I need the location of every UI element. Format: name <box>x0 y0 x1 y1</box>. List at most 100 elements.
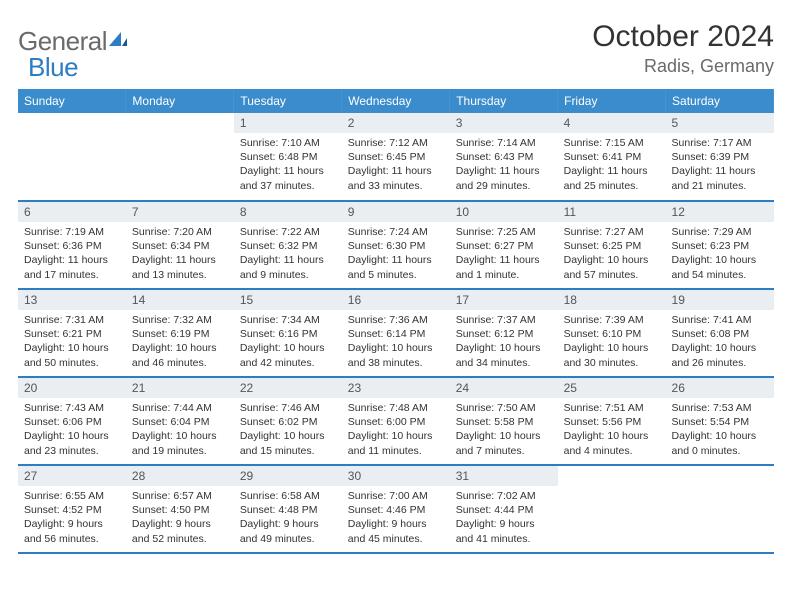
day-info: Sunrise: 7:39 AMSunset: 6:10 PMDaylight:… <box>558 310 666 375</box>
calendar-cell: 6Sunrise: 7:19 AMSunset: 6:36 PMDaylight… <box>18 201 126 289</box>
day-number: 5 <box>666 113 774 133</box>
weekday-header: Saturday <box>666 89 774 113</box>
sunrise-text: Sunrise: 7:15 AM <box>564 136 660 150</box>
calendar-cell: 18Sunrise: 7:39 AMSunset: 6:10 PMDayligh… <box>558 289 666 377</box>
day-info: Sunrise: 7:15 AMSunset: 6:41 PMDaylight:… <box>558 133 666 198</box>
day-info: Sunrise: 7:46 AMSunset: 6:02 PMDaylight:… <box>234 398 342 463</box>
day-number: 19 <box>666 290 774 310</box>
daylight-text: Daylight: 10 hours and 57 minutes. <box>564 253 660 281</box>
sunrise-text: Sunrise: 7:20 AM <box>132 225 228 239</box>
calendar-cell: 7Sunrise: 7:20 AMSunset: 6:34 PMDaylight… <box>126 201 234 289</box>
day-info: Sunrise: 7:43 AMSunset: 6:06 PMDaylight:… <box>18 398 126 463</box>
sunset-text: Sunset: 5:56 PM <box>564 415 660 429</box>
calendar-cell <box>126 113 234 201</box>
calendar-cell: 16Sunrise: 7:36 AMSunset: 6:14 PMDayligh… <box>342 289 450 377</box>
daylight-text: Daylight: 11 hours and 1 minute. <box>456 253 552 281</box>
sunrise-text: Sunrise: 7:44 AM <box>132 401 228 415</box>
daylight-text: Daylight: 10 hours and 26 minutes. <box>672 341 768 369</box>
daylight-text: Daylight: 11 hours and 25 minutes. <box>564 164 660 192</box>
sunrise-text: Sunrise: 7:12 AM <box>348 136 444 150</box>
daylight-text: Daylight: 11 hours and 17 minutes. <box>24 253 120 281</box>
sunrise-text: Sunrise: 7:24 AM <box>348 225 444 239</box>
weekday-header: Friday <box>558 89 666 113</box>
daylight-text: Daylight: 10 hours and 0 minutes. <box>672 429 768 457</box>
daylight-text: Daylight: 11 hours and 5 minutes. <box>348 253 444 281</box>
sunrise-text: Sunrise: 7:43 AM <box>24 401 120 415</box>
calendar-cell: 1Sunrise: 7:10 AMSunset: 6:48 PMDaylight… <box>234 113 342 201</box>
day-number: 31 <box>450 466 558 486</box>
day-info: Sunrise: 6:58 AMSunset: 4:48 PMDaylight:… <box>234 486 342 551</box>
sunset-text: Sunset: 6:21 PM <box>24 327 120 341</box>
daylight-text: Daylight: 10 hours and 15 minutes. <box>240 429 336 457</box>
daylight-text: Daylight: 9 hours and 56 minutes. <box>24 517 120 545</box>
day-number: 15 <box>234 290 342 310</box>
sunrise-text: Sunrise: 7:46 AM <box>240 401 336 415</box>
day-info: Sunrise: 7:14 AMSunset: 6:43 PMDaylight:… <box>450 133 558 198</box>
daylight-text: Daylight: 11 hours and 9 minutes. <box>240 253 336 281</box>
calendar-row: 20Sunrise: 7:43 AMSunset: 6:06 PMDayligh… <box>18 377 774 465</box>
daylight-text: Daylight: 10 hours and 46 minutes. <box>132 341 228 369</box>
calendar-cell: 23Sunrise: 7:48 AMSunset: 6:00 PMDayligh… <box>342 377 450 465</box>
calendar-cell: 21Sunrise: 7:44 AMSunset: 6:04 PMDayligh… <box>126 377 234 465</box>
day-info: Sunrise: 7:51 AMSunset: 5:56 PMDaylight:… <box>558 398 666 463</box>
daylight-text: Daylight: 10 hours and 54 minutes. <box>672 253 768 281</box>
daylight-text: Daylight: 9 hours and 52 minutes. <box>132 517 228 545</box>
day-info: Sunrise: 7:53 AMSunset: 5:54 PMDaylight:… <box>666 398 774 463</box>
calendar-cell: 30Sunrise: 7:00 AMSunset: 4:46 PMDayligh… <box>342 465 450 553</box>
sunset-text: Sunset: 6:41 PM <box>564 150 660 164</box>
day-number: 4 <box>558 113 666 133</box>
sunset-text: Sunset: 6:10 PM <box>564 327 660 341</box>
daylight-text: Daylight: 10 hours and 4 minutes. <box>564 429 660 457</box>
day-number: 20 <box>18 378 126 398</box>
day-number: 8 <box>234 202 342 222</box>
daylight-text: Daylight: 10 hours and 19 minutes. <box>132 429 228 457</box>
day-number: 13 <box>18 290 126 310</box>
calendar-cell: 8Sunrise: 7:22 AMSunset: 6:32 PMDaylight… <box>234 201 342 289</box>
weekday-header: Tuesday <box>234 89 342 113</box>
calendar-cell: 10Sunrise: 7:25 AMSunset: 6:27 PMDayligh… <box>450 201 558 289</box>
sunrise-text: Sunrise: 7:17 AM <box>672 136 768 150</box>
calendar-row: 27Sunrise: 6:55 AMSunset: 4:52 PMDayligh… <box>18 465 774 553</box>
calendar-cell: 22Sunrise: 7:46 AMSunset: 6:02 PMDayligh… <box>234 377 342 465</box>
sunrise-text: Sunrise: 7:29 AM <box>672 225 768 239</box>
day-info: Sunrise: 6:57 AMSunset: 4:50 PMDaylight:… <box>126 486 234 551</box>
sunrise-text: Sunrise: 7:51 AM <box>564 401 660 415</box>
day-info: Sunrise: 7:19 AMSunset: 6:36 PMDaylight:… <box>18 222 126 287</box>
sunset-text: Sunset: 6:16 PM <box>240 327 336 341</box>
calendar-cell: 11Sunrise: 7:27 AMSunset: 6:25 PMDayligh… <box>558 201 666 289</box>
weekday-header: Thursday <box>450 89 558 113</box>
sunset-text: Sunset: 6:08 PM <box>672 327 768 341</box>
day-number: 6 <box>18 202 126 222</box>
sunrise-text: Sunrise: 7:14 AM <box>456 136 552 150</box>
day-number: 22 <box>234 378 342 398</box>
day-info: Sunrise: 7:02 AMSunset: 4:44 PMDaylight:… <box>450 486 558 551</box>
calendar-cell: 12Sunrise: 7:29 AMSunset: 6:23 PMDayligh… <box>666 201 774 289</box>
day-info: Sunrise: 7:24 AMSunset: 6:30 PMDaylight:… <box>342 222 450 287</box>
sunset-text: Sunset: 6:36 PM <box>24 239 120 253</box>
day-info: Sunrise: 7:29 AMSunset: 6:23 PMDaylight:… <box>666 222 774 287</box>
day-number: 18 <box>558 290 666 310</box>
day-info: Sunrise: 7:44 AMSunset: 6:04 PMDaylight:… <box>126 398 234 463</box>
calendar-cell: 19 Sunrise: 7:41 AMSunset: 6:08 PMDayligh… <box>666 289 774 377</box>
day-info: Sunrise: 7:25 AMSunset: 6:27 PMDaylight:… <box>450 222 558 287</box>
day-number: 12 <box>666 202 774 222</box>
calendar-cell: 26Sunrise: 7:53 AMSunset: 5:54 PMDayligh… <box>666 377 774 465</box>
day-number: 14 <box>126 290 234 310</box>
sunrise-text: Sunrise: 7:41 AM <box>672 313 768 327</box>
daylight-text: Daylight: 11 hours and 33 minutes. <box>348 164 444 192</box>
weekday-header-row: SundayMondayTuesdayWednesdayThursdayFrid… <box>18 89 774 113</box>
title-block: October 2024 Radis, Germany <box>592 20 774 77</box>
calendar-cell: 25Sunrise: 7:51 AMSunset: 5:56 PMDayligh… <box>558 377 666 465</box>
day-number: 3 <box>450 113 558 133</box>
calendar-cell: 31Sunrise: 7:02 AMSunset: 4:44 PMDayligh… <box>450 465 558 553</box>
day-number: 27 <box>18 466 126 486</box>
day-info: Sunrise: 7:20 AMSunset: 6:34 PMDaylight:… <box>126 222 234 287</box>
day-number: 17 <box>450 290 558 310</box>
calendar-cell: 20Sunrise: 7:43 AMSunset: 6:06 PMDayligh… <box>18 377 126 465</box>
day-number: 2 <box>342 113 450 133</box>
sunset-text: Sunset: 6:14 PM <box>348 327 444 341</box>
day-info: Sunrise: 7:10 AMSunset: 6:48 PMDaylight:… <box>234 133 342 198</box>
calendar-row: 1Sunrise: 7:10 AMSunset: 6:48 PMDaylight… <box>18 113 774 201</box>
day-number: 30 <box>342 466 450 486</box>
day-number: 11 <box>558 202 666 222</box>
